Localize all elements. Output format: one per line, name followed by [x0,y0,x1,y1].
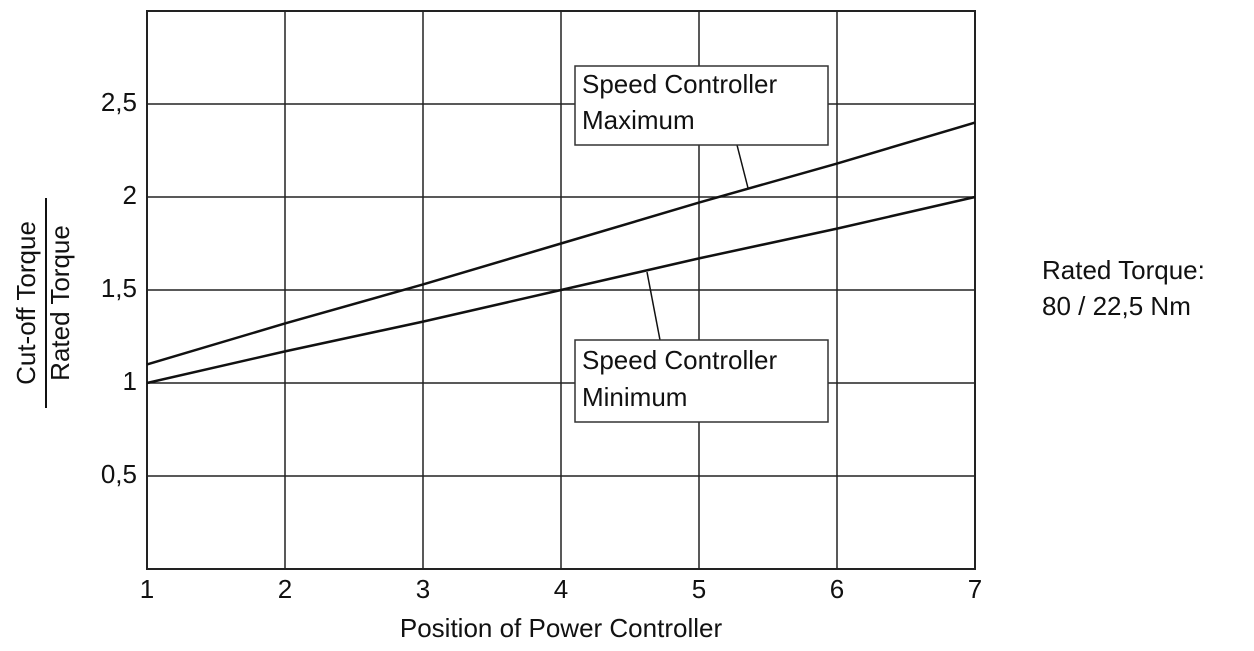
y-label-denominator: Rated Torque [45,225,75,381]
x-tick-label: 2 [278,574,292,604]
x-axis-label: Position of Power Controller [400,613,723,643]
curves [146,121,976,385]
x-tick-label: 5 [692,574,706,604]
y-tick-label: 1 [123,366,137,396]
x-tick-label: 4 [554,574,568,604]
line-series [146,195,976,385]
note-text: Rated Torque: [1042,255,1205,285]
annotation-box [574,65,829,146]
annotation-text: Maximum [582,105,695,135]
x-tick-label: 7 [968,574,982,604]
y-tick-label: 0,5 [101,459,137,489]
y-label-numerator: Cut-off Torque [11,221,41,385]
annotation: Speed Controller Minimum [574,271,829,423]
leader-line [646,271,661,341]
annotation-text: Speed Controller [582,69,777,99]
annotation-text: Speed Controller [582,345,777,375]
annotation-text: Minimum [582,382,687,412]
y-tick-label: 1,5 [101,273,137,303]
note-text: 80 / 22,5 Nm [1042,291,1191,321]
x-tick-label: 3 [416,574,430,604]
x-tick-label: 1 [140,574,154,604]
y-axis-label: Cut-off Torque Rated Torque [11,198,75,408]
annotation: Speed Controller Maximum [574,65,829,189]
annotation-box [574,339,829,423]
x-tick-label: 6 [830,574,844,604]
line-series [146,121,976,366]
axes: 0,5 1 1,5 2 2,5 1 2 3 4 5 6 7 [101,10,982,604]
y-tick-label: 2 [123,180,137,210]
y-tick-label: 2,5 [101,87,137,117]
leader-line [736,144,749,189]
